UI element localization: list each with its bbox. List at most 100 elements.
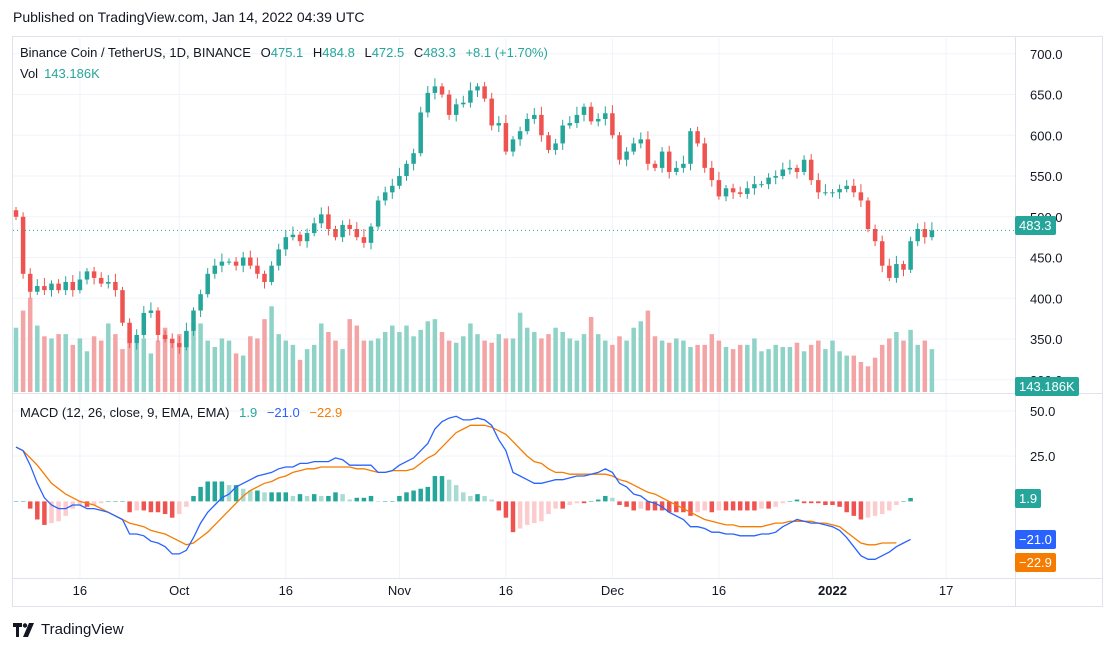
volume-bar bbox=[908, 329, 913, 392]
volume-bar bbox=[354, 325, 360, 392]
volume-bar bbox=[290, 344, 296, 392]
volume-bar bbox=[553, 327, 558, 392]
candle-body bbox=[439, 86, 445, 95]
candle-body bbox=[595, 118, 601, 122]
candle-body bbox=[212, 265, 218, 274]
macd-hist-bar bbox=[745, 501, 750, 511]
macd-hist-bar bbox=[276, 492, 281, 502]
volume-bar bbox=[588, 317, 594, 392]
volume-bar bbox=[879, 344, 885, 392]
volume-bar bbox=[844, 355, 849, 392]
grid-lines bbox=[13, 36, 1102, 607]
candle-body bbox=[297, 234, 303, 242]
volume-bar bbox=[276, 334, 281, 392]
candle-body bbox=[233, 261, 239, 266]
candle-body bbox=[865, 200, 871, 230]
macd-hist-bar bbox=[858, 501, 864, 520]
candle-body bbox=[354, 229, 360, 238]
volume-bar bbox=[865, 366, 871, 392]
candle-body bbox=[276, 249, 281, 266]
candle-body bbox=[113, 281, 118, 291]
volume-bar bbox=[184, 332, 189, 392]
low-value: 472.5 bbox=[371, 45, 405, 60]
candle-body bbox=[858, 192, 864, 201]
candle-body bbox=[63, 281, 68, 291]
volume-bar bbox=[539, 338, 544, 392]
volume-bar bbox=[311, 344, 317, 392]
macd-hist-bar bbox=[290, 495, 296, 502]
macd-hist-bar bbox=[539, 501, 544, 522]
macd-hist-bar bbox=[418, 488, 423, 502]
macd-hist-bar bbox=[77, 501, 83, 506]
candle-body bbox=[397, 176, 402, 186]
candle-body bbox=[652, 163, 658, 168]
candle-body bbox=[801, 159, 807, 172]
time-tick-label: Oct bbox=[169, 583, 190, 598]
macd-hist-bar bbox=[808, 501, 814, 504]
volume-bar bbox=[212, 347, 218, 392]
volume-bar bbox=[823, 349, 828, 392]
macd-hist-bar bbox=[439, 476, 445, 502]
macd-hist-bar bbox=[148, 501, 154, 513]
volume-bar bbox=[233, 353, 239, 392]
candle-body bbox=[127, 322, 132, 344]
volume-bar bbox=[837, 351, 842, 392]
published-note: Published on TradingView.com, Jan 14, 20… bbox=[13, 9, 365, 25]
candle-body bbox=[922, 229, 928, 238]
volume-bar bbox=[397, 332, 402, 392]
volume-bar bbox=[574, 340, 580, 392]
volume-bar bbox=[624, 340, 629, 392]
macd-hist-bar bbox=[887, 501, 892, 511]
volume-bar bbox=[162, 327, 168, 392]
volume-bar bbox=[155, 340, 161, 392]
macd-hist-bar bbox=[496, 501, 502, 511]
last-price-tag: 483.3 bbox=[1015, 216, 1056, 235]
macd-hist-bar bbox=[20, 501, 26, 502]
price-tick-label: 350.0 bbox=[1030, 332, 1063, 347]
volume-bar bbox=[496, 334, 502, 392]
volume-bar bbox=[432, 319, 438, 392]
macd-hist-bar bbox=[695, 501, 700, 513]
volume-tag: 143.186K bbox=[1015, 377, 1079, 396]
macd-hist-bar bbox=[347, 499, 352, 502]
candle-body bbox=[929, 230, 935, 238]
candle-body bbox=[468, 90, 473, 103]
macd-hist-bar bbox=[98, 501, 104, 504]
macd-hist-bar bbox=[42, 501, 47, 525]
candle-body bbox=[780, 169, 786, 177]
volume-bar bbox=[752, 338, 757, 392]
volume-bar bbox=[248, 336, 253, 392]
candle-body bbox=[91, 271, 97, 278]
macd-hist-bar bbox=[113, 501, 118, 502]
macd-hist-bar bbox=[191, 495, 196, 502]
volume-bar bbox=[546, 334, 551, 392]
candle-body bbox=[290, 234, 296, 238]
macd-hist-bar bbox=[752, 501, 757, 511]
volume-bar bbox=[695, 344, 700, 392]
volume-bar bbox=[368, 340, 374, 392]
candle-body bbox=[77, 279, 83, 291]
volume-bar bbox=[745, 344, 750, 392]
macd-hist-bar bbox=[177, 501, 182, 515]
footer-brand[interactable]: TradingView bbox=[13, 621, 124, 638]
volume-bar bbox=[304, 349, 310, 392]
macd-hist-bar bbox=[603, 495, 608, 502]
candle-body bbox=[624, 151, 629, 160]
macd-hist-bar bbox=[688, 501, 693, 516]
volume-legend: Vol 143.186K bbox=[20, 66, 100, 81]
volume-bar bbox=[127, 329, 132, 392]
volume-bar bbox=[20, 310, 26, 392]
signal-line bbox=[15, 424, 897, 546]
macd-hist-bar bbox=[446, 479, 452, 502]
chart-frame bbox=[12, 36, 1103, 607]
candle-body bbox=[84, 271, 90, 280]
tradingview-logo-icon bbox=[13, 622, 34, 637]
macd-hist-bar bbox=[816, 501, 821, 504]
candle-body bbox=[787, 167, 793, 170]
volume-bar bbox=[446, 340, 452, 392]
macd-legend: MACD (12, 26, close, 9, EMA, EMA) 1.9 −2… bbox=[20, 405, 343, 420]
macd-hist-bar bbox=[780, 501, 786, 504]
candle-body bbox=[148, 310, 154, 313]
candle-body bbox=[184, 330, 189, 348]
